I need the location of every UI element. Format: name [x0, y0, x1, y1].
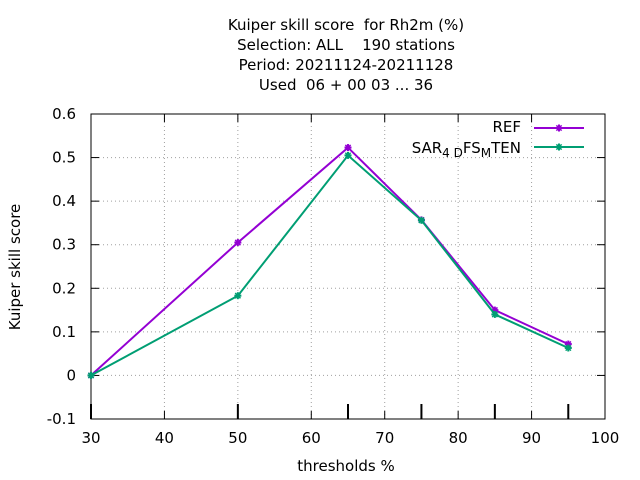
marker-d2 — [555, 143, 563, 151]
y-tick-label: 0.6 — [52, 105, 76, 123]
marker-d2 — [555, 124, 563, 132]
series-line-0 — [90, 146, 569, 377]
y-tick-label: 0.1 — [52, 323, 76, 341]
marker-d2 — [87, 372, 95, 379]
y-tick-label: 0 — [66, 366, 76, 384]
legend-sar-part-2: 4 D — [442, 146, 463, 160]
marker-d2 — [234, 239, 242, 246]
y-tick-label: 0.3 — [52, 236, 76, 254]
x-tick-label: 50 — [228, 429, 247, 447]
marker-d2 — [234, 292, 242, 299]
series-1-point — [491, 310, 499, 318]
y-tick-label: -0.1 — [47, 410, 76, 428]
legend-marker-1 — [555, 143, 563, 151]
legend-label-ref: REF — [492, 118, 521, 136]
legend: REF SAR4 DFSMTEN — [412, 118, 584, 160]
x-tick-label: 40 — [155, 429, 174, 447]
x-tick-label: 70 — [375, 429, 394, 447]
series-0-point — [344, 144, 352, 152]
legend-sar-part-1: SAR — [412, 139, 442, 157]
series-line-1 — [90, 153, 569, 377]
marker-d2 — [344, 152, 352, 159]
legend-label-sar: SAR4 DFSMTEN — [412, 139, 521, 160]
x-axis-label: thresholds % — [297, 457, 394, 475]
legend-sar-part-5: TEN — [490, 139, 521, 157]
x-tick-label: 30 — [81, 429, 100, 447]
grid-lines — [91, 114, 605, 419]
series-1-point — [344, 151, 352, 159]
series-1-point — [564, 344, 572, 352]
chart-title-line-4: Used 06 + 00 03 ... 36 — [258, 76, 434, 94]
y-tick-label: 0.2 — [52, 279, 76, 297]
series-0-point — [234, 239, 242, 247]
y-axis-label: Kuiper skill score — [6, 204, 24, 331]
legend-sar-part-4: M — [481, 146, 491, 160]
plot-border — [90, 113, 606, 420]
series-layer — [87, 144, 572, 379]
chart-title-line-1: Kuiper skill score for Rh2m (%) — [227, 16, 465, 34]
marker-d2 — [344, 144, 352, 151]
y-tick-label: 0.5 — [52, 149, 76, 167]
marker-d2 — [491, 311, 499, 318]
x-tick-label: 80 — [449, 429, 468, 447]
x-tick-label: 60 — [302, 429, 321, 447]
legend-marker-0 — [555, 124, 563, 132]
series-1-point — [87, 371, 95, 379]
chart-title-line-3: Period: 20211124-20211128 — [238, 56, 454, 74]
legend-sar-part-3: FS — [463, 139, 481, 157]
x-tick-label: 90 — [522, 429, 541, 447]
x-tick-label: 100 — [591, 429, 620, 447]
axis-ticks: -0.1 0 0.1 0.2 0.3 0.4 0.5 0.6 30 40 50 60 70 80 90 100 — [47, 105, 620, 447]
chart-title-line-2: Selection: ALL 190 stations — [237, 36, 455, 54]
series-1-point — [234, 292, 242, 300]
marker-d2 — [565, 344, 572, 352]
marker-d2 — [418, 217, 425, 224]
series-1-point — [417, 216, 425, 224]
y-tick-label: 0.4 — [52, 192, 76, 210]
